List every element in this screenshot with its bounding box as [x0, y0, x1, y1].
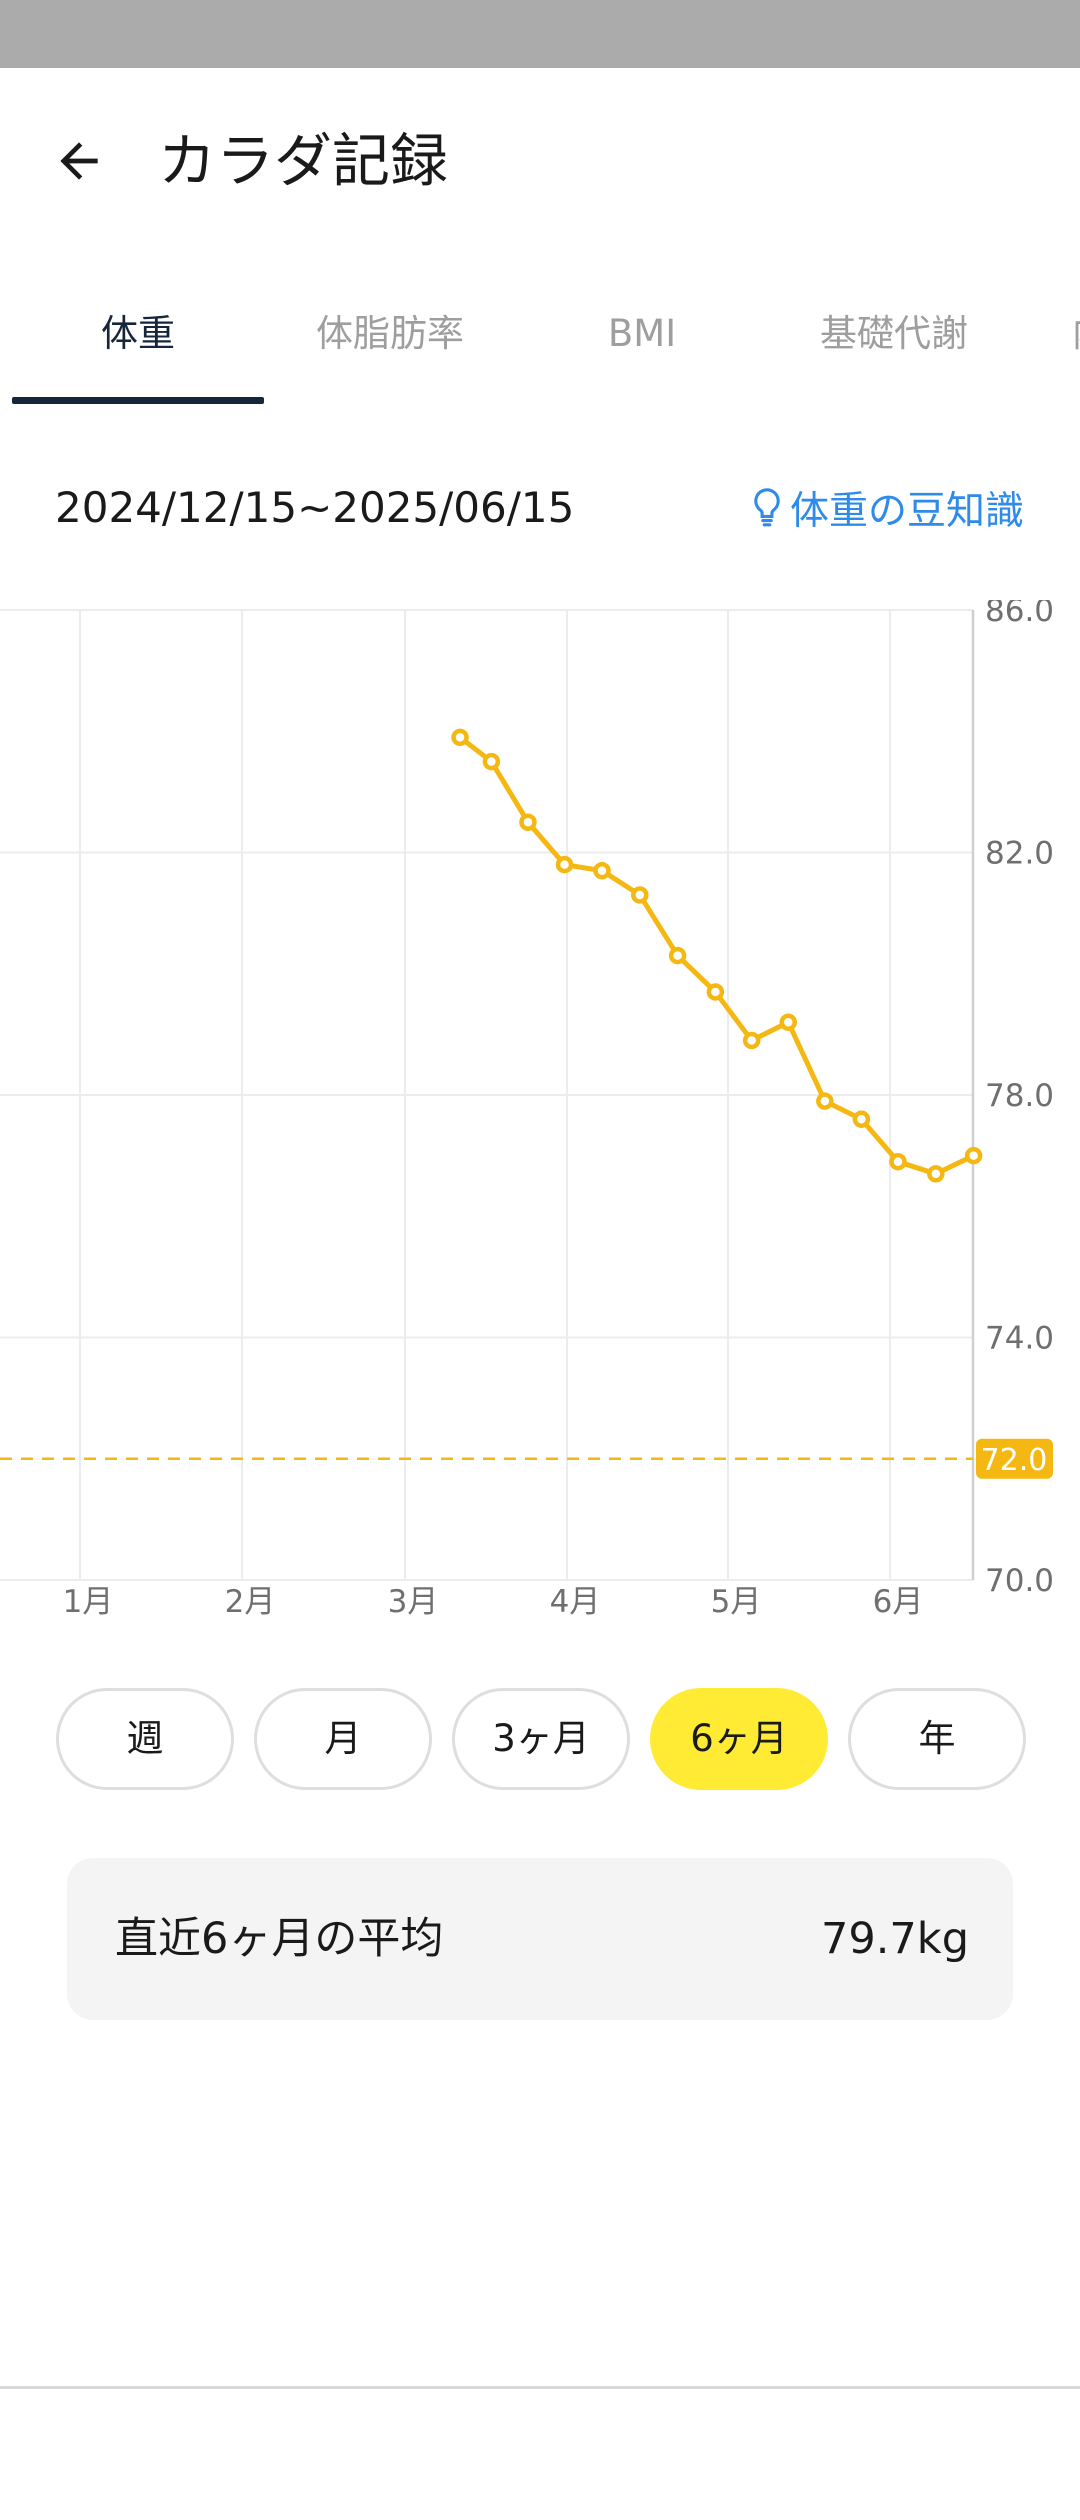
x-tick-label: 5月 [711, 1584, 762, 1620]
x-tick-label: 3月 [388, 1584, 439, 1620]
x-tick-label: 4月 [550, 1584, 601, 1620]
weight-data-point[interactable] [706, 983, 725, 1001]
page-title: カラダ記録 [158, 127, 449, 195]
weight-tips-link[interactable]: 体重の豆知識 [750, 470, 1024, 546]
average-card: 直近6ヶ月の平均 79.7kg [67, 1858, 1013, 2020]
period-selector: 週 月 3ヶ月 6ヶ月 年 [0, 1688, 1080, 1790]
average-label: 直近6ヶ月の平均 [115, 1914, 444, 1964]
weight-data-point[interactable] [927, 1165, 945, 1183]
bottom-divider [0, 2386, 1080, 2389]
weight-data-point[interactable] [816, 1092, 834, 1110]
weight-data-point[interactable] [668, 946, 687, 965]
period-6-months-button[interactable]: 6ヶ月 [650, 1688, 828, 1790]
period-month-button[interactable]: 月 [254, 1688, 432, 1790]
lightbulb-icon [754, 488, 780, 527]
period-week-button[interactable]: 週 [56, 1688, 234, 1790]
tab-indicator [12, 397, 264, 404]
tab-basal-metabolism[interactable]: 基礎代謝 [820, 312, 968, 355]
tab-next[interactable]: 内 [1020, 275, 1080, 407]
weight-data-point[interactable] [519, 813, 537, 831]
x-tick-label: 1月 [63, 1584, 114, 1620]
y-tick-label: 78.0 [985, 1078, 1054, 1114]
y-tick-label: 70.0 [985, 1563, 1054, 1599]
weight-data-point[interactable] [555, 855, 574, 874]
weight-data-point[interactable] [451, 728, 469, 747]
weight-data-point[interactable] [482, 752, 501, 771]
arrow-left-icon [60, 142, 98, 180]
metric-tabs: 体重 体脂肪率 BMI 基礎代謝 内 [0, 275, 1080, 407]
y-tick-label: 82.0 [985, 836, 1054, 872]
period-3-months-button[interactable]: 3ヶ月 [452, 1688, 630, 1790]
average-value: 79.7kg [821, 1914, 969, 1964]
weight-chart: 72.0 86.0 82.0 78.0 74.0 70.0 1月 2月 3月 4月 5月 6月 [0, 600, 1054, 1620]
tab-weight[interactable]: 体重 [101, 312, 175, 355]
x-tick-label: 2月 [225, 1584, 276, 1620]
weight-tips-label: 体重の豆知識 [789, 489, 1024, 534]
app-header: カラダ記録 [0, 68, 1080, 248]
goal-label: 72.0 [981, 1443, 1048, 1478]
tab-body-fat[interactable]: 体脂肪率 [316, 312, 464, 355]
tab-bmi[interactable]: BMI [607, 312, 677, 355]
period-year-button[interactable]: 年 [848, 1688, 1026, 1790]
weight-data-point[interactable] [779, 1013, 798, 1031]
weight-data-point[interactable] [631, 886, 649, 904]
weight-data-point[interactable] [742, 1031, 761, 1050]
weight-data-point[interactable] [593, 861, 611, 880]
weight-series-line [458, 735, 975, 1177]
weight-data-point[interactable] [964, 1146, 983, 1165]
status-bar [0, 0, 1080, 68]
weight-data-point[interactable] [852, 1110, 871, 1128]
y-tick-label: 74.0 [985, 1321, 1054, 1357]
back-button[interactable] [38, 120, 120, 202]
date-range: 2024/12/15~2025/06/15 [55, 483, 575, 532]
goal-badge [976, 1438, 1053, 1479]
weight-data-point[interactable] [889, 1152, 907, 1171]
x-tick-label: 6月 [873, 1584, 924, 1620]
y-tick-label: 86.0 [985, 600, 1054, 629]
